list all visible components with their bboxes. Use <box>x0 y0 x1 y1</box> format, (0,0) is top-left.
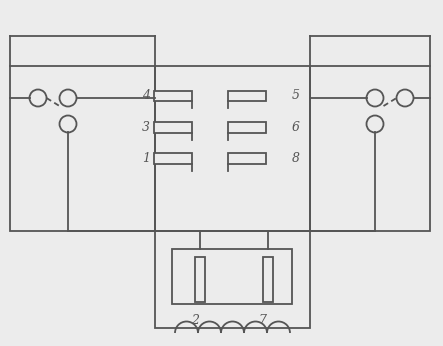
Polygon shape <box>263 257 273 302</box>
Text: 3: 3 <box>142 121 150 135</box>
Text: 4: 4 <box>142 90 150 102</box>
Polygon shape <box>154 91 192 101</box>
Polygon shape <box>154 122 192 134</box>
Text: 6: 6 <box>292 121 300 135</box>
Text: 1: 1 <box>142 153 150 165</box>
Text: 2: 2 <box>191 314 199 327</box>
Polygon shape <box>228 154 266 164</box>
Polygon shape <box>154 154 192 164</box>
Text: 7: 7 <box>258 314 266 327</box>
Text: 5: 5 <box>292 90 300 102</box>
Polygon shape <box>228 91 266 101</box>
Text: 8: 8 <box>292 153 300 165</box>
Polygon shape <box>228 122 266 134</box>
Polygon shape <box>195 257 205 302</box>
